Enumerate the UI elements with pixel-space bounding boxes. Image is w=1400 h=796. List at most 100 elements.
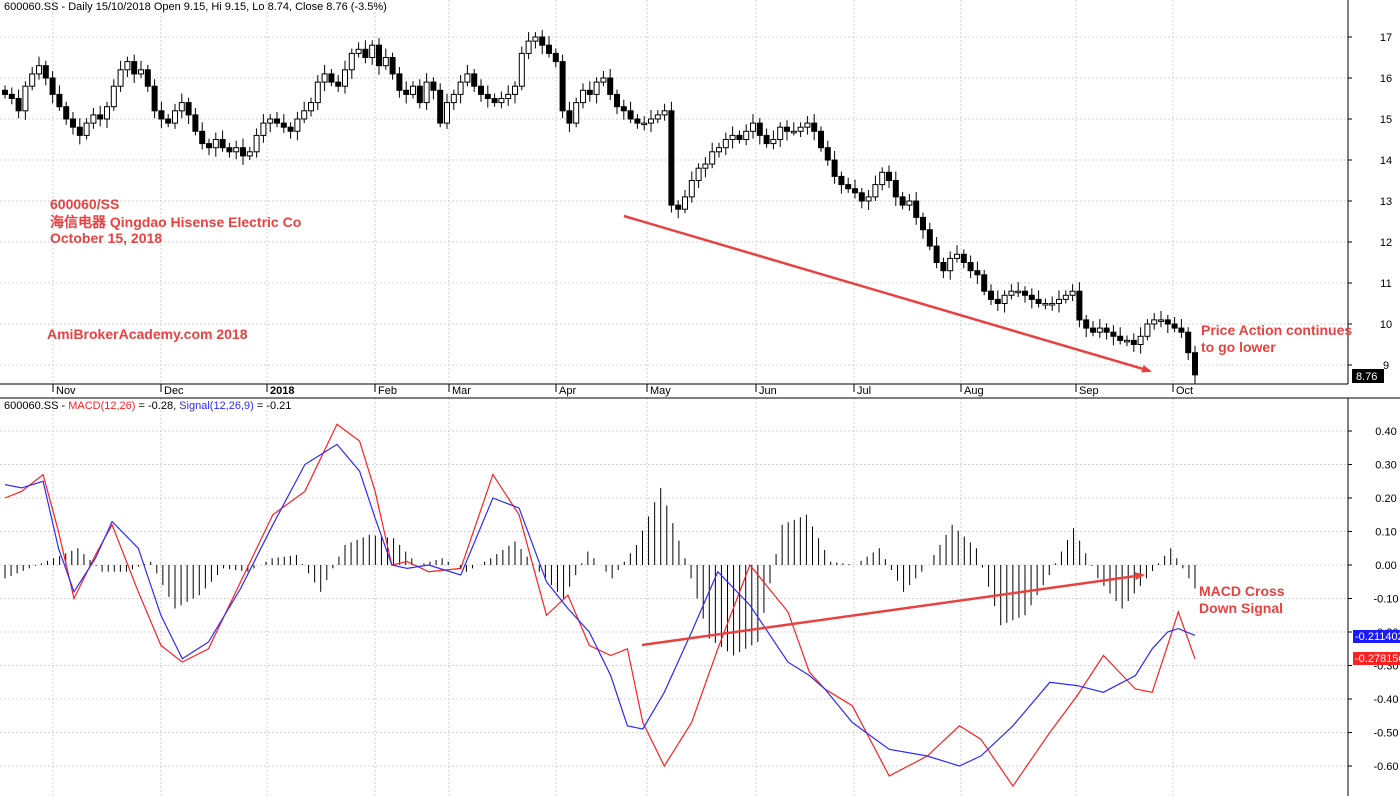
candle-body [308,102,314,112]
candle [328,68,335,87]
annotation-watermark: AmiBrokerAcademy.com 2018 [47,326,248,342]
price-y-tick-label: 15 [1380,114,1392,126]
candle-body [444,102,450,124]
candle [695,163,702,188]
candle [212,132,219,157]
candle [301,101,308,124]
candle-body [1164,319,1171,325]
candle-body [845,184,852,190]
candle-body [498,98,505,104]
annotation-macd-note-line1: MACD Cross [1199,583,1285,599]
candle-body [994,298,1001,304]
candle [675,200,682,219]
candle [199,122,206,150]
candle [1137,327,1144,354]
price-y-tick-label: 17 [1380,32,1392,44]
candle [1096,319,1103,338]
annotation-symbol: 600060/SS [50,196,119,212]
candle-body [1192,352,1198,376]
candle-body [63,106,70,120]
candle [926,222,933,251]
candle-body [70,118,76,128]
candle-body [450,93,457,104]
candle-body [165,118,172,124]
candle-body [954,253,960,259]
candle-body [2,89,8,95]
candle-body [56,93,63,108]
candle-body [1049,303,1056,306]
candle-body [437,89,444,124]
candle-body [668,110,675,206]
candle [355,42,362,58]
candle [1056,290,1062,313]
candle [831,150,838,184]
candle-body [512,85,518,95]
x-tick-label: Aug [964,385,984,397]
candle [294,112,301,141]
candle [376,38,382,75]
candle [539,30,546,55]
macd-header-macd-label: MACD(12,26) [68,400,135,412]
candle-body [172,110,178,124]
macd-line [4,423,1196,788]
candle-body [22,85,29,112]
candle [852,179,858,199]
candle-body [933,245,940,264]
candle-body [83,122,90,136]
candle-body [267,118,274,124]
candle-body [722,139,729,149]
candle [770,130,777,150]
candle [138,60,144,78]
candle [1144,319,1151,341]
candle-body [253,134,260,153]
candle-body [151,85,158,112]
candle-body [770,139,777,145]
candle-body [212,139,219,149]
candle-body [566,110,573,124]
candle [1022,286,1028,303]
candle [464,64,471,87]
candle-body [199,130,206,145]
candle [1042,298,1049,310]
candle-body [491,98,498,104]
candle-body [539,36,546,46]
candle [532,32,539,49]
candle-body [144,69,151,87]
candle [110,79,117,111]
macd-y-tick-label: -0.60 [1373,761,1398,773]
candle-body [233,147,240,153]
candle [661,103,668,121]
candle-body [29,73,36,87]
candle [525,32,532,60]
candle [403,81,410,104]
candle-body [328,73,335,83]
candle-body [784,126,790,132]
candle [824,140,831,166]
candle-body [287,126,294,132]
candle-body [804,122,811,128]
candle [29,66,36,91]
candlestick-series [2,30,1198,384]
candle-body [614,93,620,108]
candle [178,93,185,119]
candle [688,171,695,203]
x-tick-label: Feb [378,385,397,397]
candle [777,122,784,147]
candle [940,257,947,279]
candle-body [1042,303,1049,306]
annotation-date: October 15, 2018 [50,230,162,246]
candle-body [185,102,192,116]
candle-body [736,134,743,140]
candle [858,187,865,209]
candle-body [947,257,954,272]
candle [1001,290,1008,313]
candle [444,93,450,129]
candle [457,75,464,104]
candle-body [280,122,287,128]
candle [158,101,165,129]
candle [1090,321,1096,337]
candle [784,120,790,141]
candle [845,177,852,193]
candle-body [362,48,369,58]
